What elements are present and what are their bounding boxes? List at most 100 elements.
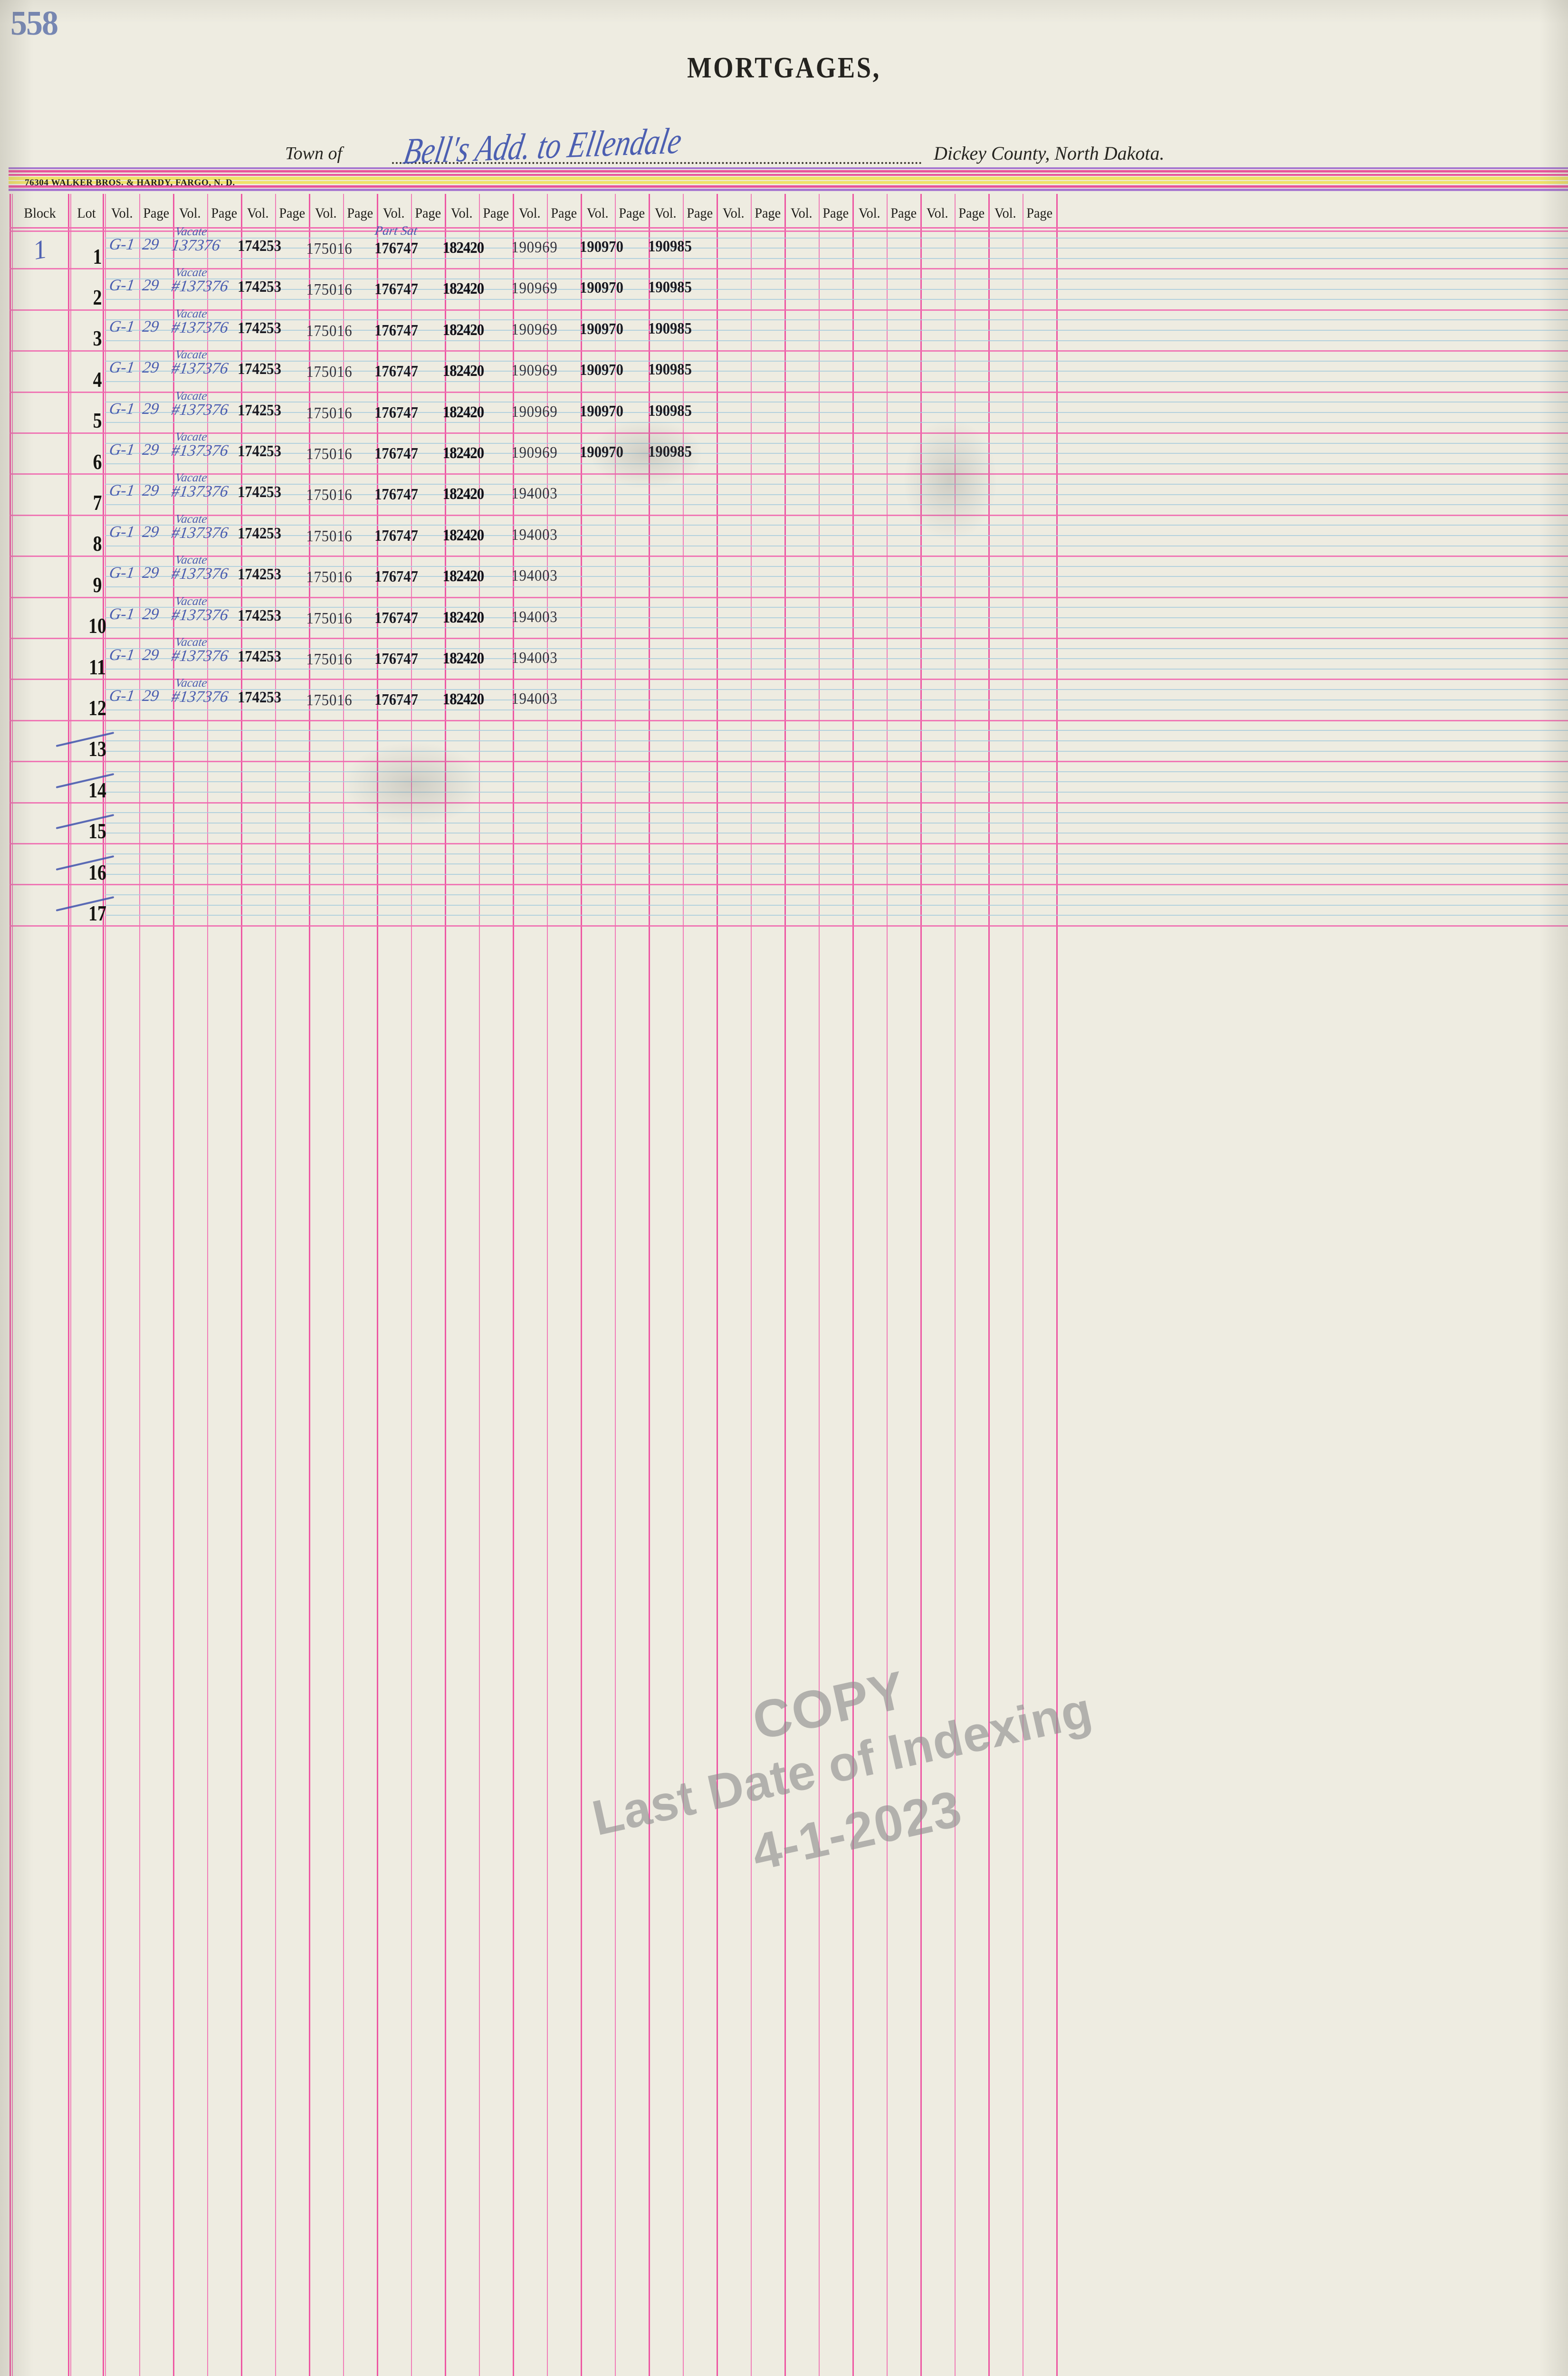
grid-row-divider: [10, 227, 1568, 229]
column-header-vol: Vol.: [858, 205, 880, 221]
grid-vline: [1056, 194, 1058, 2376]
lot-number: 3: [93, 326, 102, 351]
entry-number: 176747: [374, 321, 418, 339]
column-header-page: Page: [686, 205, 713, 221]
column-header-vol: Vol.: [994, 205, 1016, 221]
entry-number: 182420: [442, 485, 484, 503]
entry-number: 194003: [511, 649, 558, 667]
grid-row-divider: [10, 843, 1568, 844]
column-header-vol: Vol.: [790, 205, 813, 221]
entry-number: 174253: [238, 524, 281, 542]
grid-blue-line: [105, 340, 1568, 341]
grid-vline: [275, 194, 276, 2376]
grid-blue-line: [105, 258, 1568, 259]
grid-row-divider: [10, 802, 1568, 804]
grid-blue-line: [105, 904, 1568, 906]
grid-blue-line: [105, 750, 1568, 752]
grid-blue-line: [105, 863, 1568, 865]
handwritten-page: 29: [141, 359, 160, 377]
handwritten-page: 29: [141, 564, 160, 582]
entry-number: 175016: [306, 281, 353, 299]
grid-row-divider: [10, 514, 1568, 516]
entry-number: 190985: [648, 319, 692, 337]
grid-blue-line: [105, 894, 1568, 895]
rule-band-violet-bottom: [9, 189, 1568, 191]
entry-number: 194003: [511, 690, 558, 708]
grid-vline: [546, 194, 548, 2376]
grid-blue-line: [105, 833, 1568, 834]
entry-number: 182420: [442, 690, 484, 709]
town-line: Town of Bell's Add. to Ellendale Dickey …: [285, 121, 1330, 172]
grid-vline: [478, 194, 480, 2376]
grid-blue-line: [105, 730, 1568, 731]
entry-number: 190969: [511, 279, 558, 297]
lot-number: 5: [93, 408, 102, 433]
lot-number: 1: [93, 244, 102, 268]
entry-number: 174253: [238, 483, 281, 501]
column-header-page: Page: [414, 205, 441, 221]
grid-blue-line: [105, 504, 1568, 506]
entry-number: 175016: [306, 527, 353, 545]
entry-number: 190985: [648, 278, 692, 297]
grid-blue-line: [105, 627, 1568, 629]
page-number-stamp: 558: [10, 4, 58, 43]
rule-band-violet-top: [9, 167, 1568, 169]
rule-band-magenta-top: [9, 170, 1568, 172]
grid-blue-line: [105, 565, 1568, 567]
entry-number: 190969: [511, 444, 558, 461]
county-label: Dickey County, North Dakota.: [934, 143, 1165, 164]
entry-number: 190985: [648, 443, 692, 460]
grid-blue-line: [105, 371, 1568, 372]
entry-number: 182420: [442, 280, 484, 298]
entry-number: 194003: [511, 608, 558, 626]
handwritten-instrument-number: #137376: [170, 524, 229, 542]
handwritten-vol: G-1: [108, 605, 136, 623]
grid-blue-line: [105, 781, 1568, 783]
column-header-vol: Vol.: [247, 205, 269, 221]
grid-blue-line: [105, 709, 1568, 711]
handwritten-instrument-number: #137376: [170, 647, 229, 665]
handwritten-page: 29: [141, 482, 160, 500]
entry-number: 194003: [511, 485, 558, 503]
entry-number: 194003: [511, 567, 558, 585]
entry-number: 175016: [306, 691, 353, 709]
lot-number: 10: [88, 613, 106, 638]
grid-vline: [343, 194, 344, 2376]
entry-number: 175016: [306, 609, 353, 627]
entry-number: 190969: [511, 239, 558, 256]
handwritten-vol: G-1: [108, 236, 136, 253]
handwritten-annotation: Part Sat: [373, 223, 419, 238]
grid-blue-line: [105, 381, 1568, 382]
entry-number: 176747: [374, 363, 418, 381]
entry-number: 190970: [580, 443, 623, 461]
grid-vline: [309, 194, 310, 2376]
handwritten-instrument-number: #137376: [170, 401, 229, 419]
column-header-page: Page: [346, 205, 373, 221]
entry-number: 175016: [306, 651, 353, 668]
handwritten-page: 29: [141, 277, 160, 295]
column-header-page: Page: [618, 205, 645, 221]
lot-number: 17: [88, 901, 106, 925]
handwritten-vol: G-1: [108, 482, 136, 500]
grid-row-divider: [10, 350, 1568, 352]
handwritten-page: 29: [141, 400, 160, 418]
entry-number: 176747: [374, 568, 418, 586]
column-header-page: Page: [278, 205, 305, 221]
grid-vline: [12, 194, 13, 2376]
column-header-page: Page: [550, 205, 577, 221]
entry-number: 176747: [374, 445, 418, 462]
lot-number: 11: [89, 654, 106, 679]
grid-vline: [241, 194, 242, 2376]
grid-vline: [445, 194, 446, 2376]
grid-vline: [886, 194, 888, 2376]
entry-number: 190970: [580, 279, 623, 297]
entry-number: 190970: [580, 238, 623, 256]
handwritten-instrument-number: #137376: [170, 483, 229, 501]
grid-row-divider: [10, 432, 1568, 434]
entry-number: 175016: [306, 404, 353, 422]
grid-blue-line: [105, 822, 1568, 824]
entry-number: 182420: [442, 526, 484, 544]
grid-row-divider: [10, 268, 1568, 270]
handwritten-instrument-number: 137376: [170, 237, 221, 254]
grid-row-divider: [10, 719, 1568, 721]
